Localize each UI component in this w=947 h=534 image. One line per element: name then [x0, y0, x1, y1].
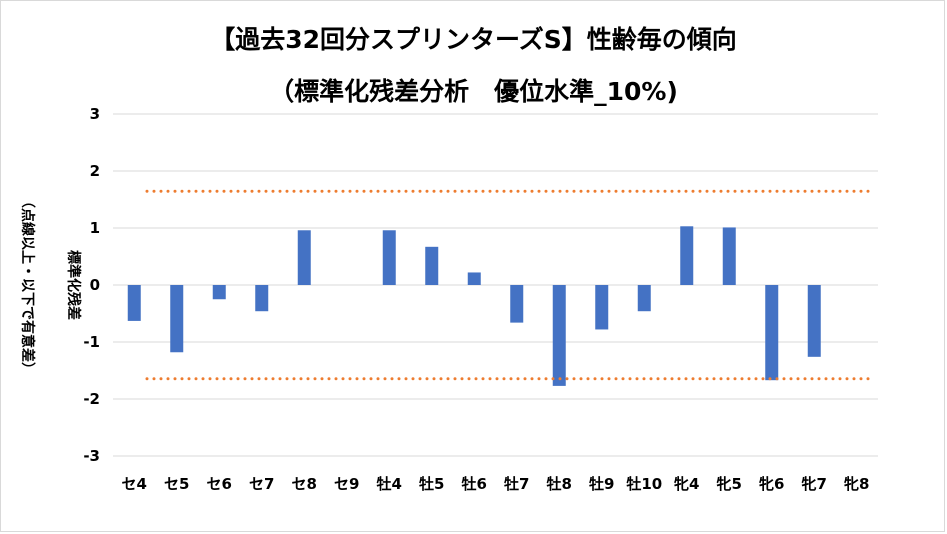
y-tick-label: -3 [83, 447, 100, 465]
bar-牡7 [510, 285, 524, 323]
y-tick-label: 3 [90, 105, 100, 123]
bar-牝7 [807, 285, 821, 357]
y-tick-label: 0 [90, 276, 100, 294]
x-tick-label: セ5 [164, 475, 189, 493]
x-tick-label: セ7 [249, 475, 274, 493]
x-tick-label: 牝5 [717, 475, 742, 493]
bar-牝5 [722, 227, 736, 285]
x-tick-label: セ4 [122, 475, 147, 493]
chart-title: 【過去32回分スプリンターズS】性齢毎の傾向 [210, 25, 737, 54]
x-tick-label: 牡9 [589, 475, 614, 493]
x-tick-label: 牝7 [802, 475, 827, 493]
x-tick-label: 牡4 [377, 475, 402, 493]
bar-セ6 [212, 285, 226, 300]
y-tick-label: 2 [90, 162, 100, 180]
bar-牡4 [382, 230, 396, 285]
bar-セ7 [255, 285, 269, 312]
bar-牝6 [765, 285, 779, 381]
x-tick-label: 牡6 [462, 475, 487, 493]
bar-牡6 [467, 272, 481, 285]
y-tick-label: 1 [90, 219, 100, 237]
x-tick-label: 牡10 [626, 475, 662, 493]
x-tick-label: セ6 [207, 475, 232, 493]
x-tick-label: 牡7 [504, 475, 529, 493]
chart-subtitle: （標準化残差分析 優位水準_10%) [269, 77, 678, 106]
bar-牡8 [552, 285, 566, 386]
bar-セ5 [170, 285, 184, 353]
y-tick-label: -2 [83, 390, 100, 408]
bar-セ4 [127, 285, 141, 321]
bar-牡10 [637, 285, 651, 312]
bar-牡9 [595, 285, 609, 330]
x-tick-label: セ9 [334, 475, 359, 493]
x-tick-label: 牡5 [419, 475, 444, 493]
bar-セ8 [297, 230, 311, 285]
x-tick-label: 牡8 [547, 475, 572, 493]
y-tick-label: -1 [83, 333, 100, 351]
x-tick-label: 牝4 [674, 475, 699, 493]
x-tick-label: 牝8 [844, 475, 869, 493]
x-tick-label: 牝6 [759, 475, 784, 493]
bar-牡5 [425, 246, 439, 285]
bar-牝4 [680, 226, 694, 285]
x-tick-label: セ8 [292, 475, 317, 493]
